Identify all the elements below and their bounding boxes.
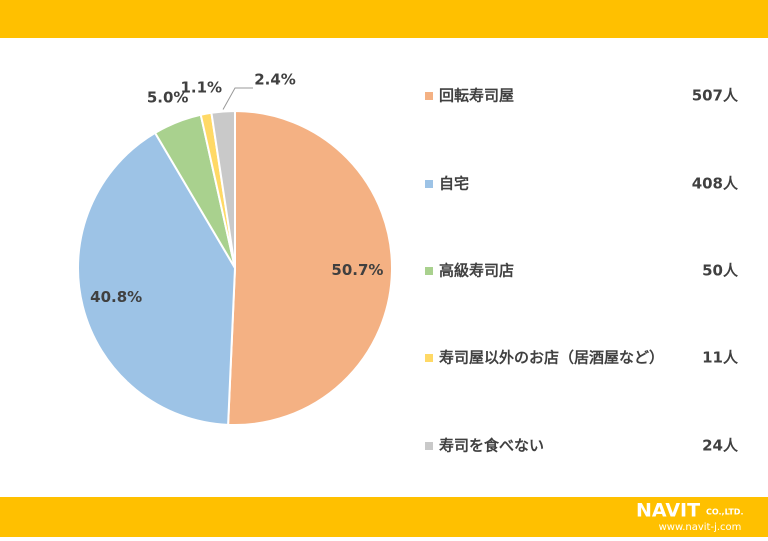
pie-slice bbox=[210, 109, 236, 269]
legend-swatch bbox=[425, 267, 433, 275]
data-label: 40.8% bbox=[90, 288, 142, 306]
logo: NAVIT bbox=[636, 500, 700, 522]
header-bar bbox=[0, 0, 768, 38]
legend-swatch bbox=[425, 354, 433, 362]
legend-label: 高級寿司店 bbox=[439, 262, 514, 280]
company: CO.,LTD. bbox=[706, 508, 743, 517]
data-label: 2.4% bbox=[254, 71, 296, 89]
legend-label: 回転寿司屋 bbox=[439, 87, 514, 105]
pie-slice bbox=[77, 131, 237, 426]
data-label: 5.0% bbox=[147, 88, 189, 106]
legend-count: 11人 bbox=[702, 349, 739, 367]
data-label: 1.1% bbox=[180, 79, 222, 97]
legend-label: 寿司屋以外のお店（居酒屋など） bbox=[439, 349, 664, 367]
legend-count: 408人 bbox=[692, 175, 739, 193]
legend-swatch bbox=[425, 92, 433, 100]
legend-label: 寿司を食べない bbox=[439, 437, 544, 455]
pie-slice bbox=[227, 109, 393, 426]
legend-swatch bbox=[425, 180, 433, 188]
url: www.navit-j.com bbox=[659, 522, 742, 533]
legend-count: 507人 bbox=[692, 87, 739, 105]
legend-count: 24人 bbox=[702, 437, 739, 455]
legend-swatch bbox=[425, 442, 433, 450]
leader-line bbox=[222, 87, 253, 110]
data-label: 50.7% bbox=[331, 261, 383, 279]
footer-bar bbox=[0, 497, 768, 537]
legend-label: 自宅 bbox=[439, 175, 469, 193]
legend-count: 50人 bbox=[702, 262, 739, 280]
